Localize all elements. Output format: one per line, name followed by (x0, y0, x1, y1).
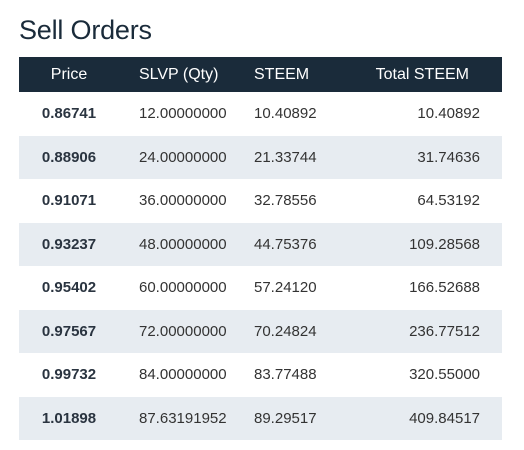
qty-cell: 87.63191952 (139, 409, 227, 427)
sell-orders-table: Price SLVP (Qty) STEEM Total STEEM 0.867… (19, 57, 502, 440)
total-cell: 320.55000 (409, 366, 480, 384)
price-cell: 0.93237 (41, 235, 97, 253)
column-header-total[interactable]: Total STEEM (375, 65, 469, 83)
qty-cell: 48.00000000 (139, 235, 227, 253)
column-header-qty[interactable]: SLVP (Qty) (139, 65, 219, 83)
price-cell: 1.01898 (41, 409, 97, 427)
steem-cell: 70.24824 (254, 322, 317, 340)
table-row[interactable]: 0.88906 24.00000000 21.33744 31.74636 (19, 135, 502, 179)
qty-cell: 24.00000000 (139, 148, 227, 166)
table-row[interactable]: 0.86741 12.00000000 10.40892 10.40892 (19, 92, 502, 136)
total-cell: 166.52688 (409, 279, 480, 297)
total-cell: 409.84517 (409, 409, 480, 427)
steem-cell: 32.78556 (254, 192, 317, 210)
sell-orders-panel: Sell Orders Price SLVP (Qty) STEEM Total… (19, 0, 502, 440)
total-cell: 31.74636 (417, 148, 480, 166)
table-row[interactable]: 0.95402 60.00000000 57.24120 166.52688 (19, 266, 502, 310)
steem-cell: 83.77488 (254, 366, 317, 384)
steem-cell: 44.75376 (254, 235, 317, 253)
total-cell: 10.40892 (417, 105, 480, 123)
price-cell: 0.95402 (41, 279, 97, 297)
total-cell: 236.77512 (409, 322, 480, 340)
page-title: Sell Orders (19, 15, 152, 45)
total-cell: 64.53192 (417, 192, 480, 210)
steem-cell: 21.33744 (254, 148, 317, 166)
steem-cell: 89.29517 (254, 409, 317, 427)
table-row[interactable]: 0.99732 84.00000000 83.77488 320.55000 (19, 353, 502, 397)
table-row[interactable]: 0.93237 48.00000000 44.75376 109.28568 (19, 222, 502, 266)
table-row[interactable]: 1.01898 87.63191952 89.29517 409.84517 (19, 396, 502, 440)
steem-cell: 10.40892 (254, 105, 317, 123)
steem-cell: 57.24120 (254, 279, 317, 297)
qty-cell: 36.00000000 (139, 192, 227, 210)
total-cell: 109.28568 (409, 235, 480, 253)
price-cell: 0.99732 (41, 366, 97, 384)
qty-cell: 84.00000000 (139, 366, 227, 384)
qty-cell: 12.00000000 (139, 105, 227, 123)
table-row[interactable]: 0.91071 36.00000000 32.78556 64.53192 (19, 179, 502, 223)
table-header-row: Price SLVP (Qty) STEEM Total STEEM (19, 57, 502, 92)
table-row[interactable]: 0.97567 72.00000000 70.24824 236.77512 (19, 309, 502, 353)
column-header-price[interactable]: Price (50, 65, 88, 83)
table-header: Price SLVP (Qty) STEEM Total STEEM (19, 57, 502, 92)
column-header-steem[interactable]: STEEM (254, 65, 310, 83)
qty-cell: 60.00000000 (139, 279, 227, 297)
qty-cell: 72.00000000 (139, 322, 227, 340)
price-cell: 0.86741 (41, 105, 97, 123)
price-cell: 0.91071 (41, 192, 97, 210)
price-cell: 0.97567 (41, 322, 97, 340)
table-body: 0.86741 12.00000000 10.40892 10.40892 0.… (19, 92, 502, 440)
price-cell: 0.88906 (41, 148, 97, 166)
